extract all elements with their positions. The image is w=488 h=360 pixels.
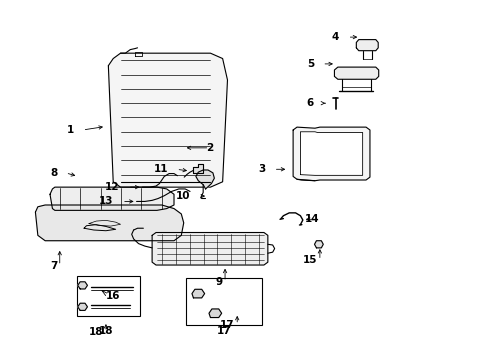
Polygon shape [192,289,204,298]
Text: 14: 14 [305,214,319,224]
Text: 7: 7 [50,261,57,271]
Bar [77,276,140,316]
Polygon shape [356,40,377,51]
Text: 3: 3 [258,164,265,174]
Polygon shape [292,127,369,181]
Text: 11: 11 [153,164,168,174]
Text: 15: 15 [302,255,317,265]
Polygon shape [108,53,227,187]
Text: 2: 2 [205,143,212,153]
Text: 6: 6 [306,98,313,108]
Text: 5: 5 [306,59,313,69]
Text: 4: 4 [331,32,339,42]
Text: 10: 10 [175,191,190,201]
Text: 16: 16 [106,291,120,301]
Text: 18: 18 [99,326,113,336]
Text: 8: 8 [50,168,57,178]
Polygon shape [314,241,323,248]
Bar [186,278,261,325]
Text: 12: 12 [105,182,119,192]
Polygon shape [35,205,183,241]
Polygon shape [334,67,378,79]
Polygon shape [50,187,174,210]
Polygon shape [193,164,203,173]
Polygon shape [78,303,87,310]
Polygon shape [78,282,87,289]
Text: 9: 9 [215,277,222,287]
Polygon shape [152,233,267,265]
Polygon shape [300,132,362,175]
Polygon shape [196,170,214,189]
Text: 17: 17 [216,326,231,336]
Text: 13: 13 [99,197,114,206]
Polygon shape [208,309,221,318]
Text: 1: 1 [67,125,74,135]
Text: 18: 18 [89,327,103,337]
Text: 17: 17 [220,320,234,330]
